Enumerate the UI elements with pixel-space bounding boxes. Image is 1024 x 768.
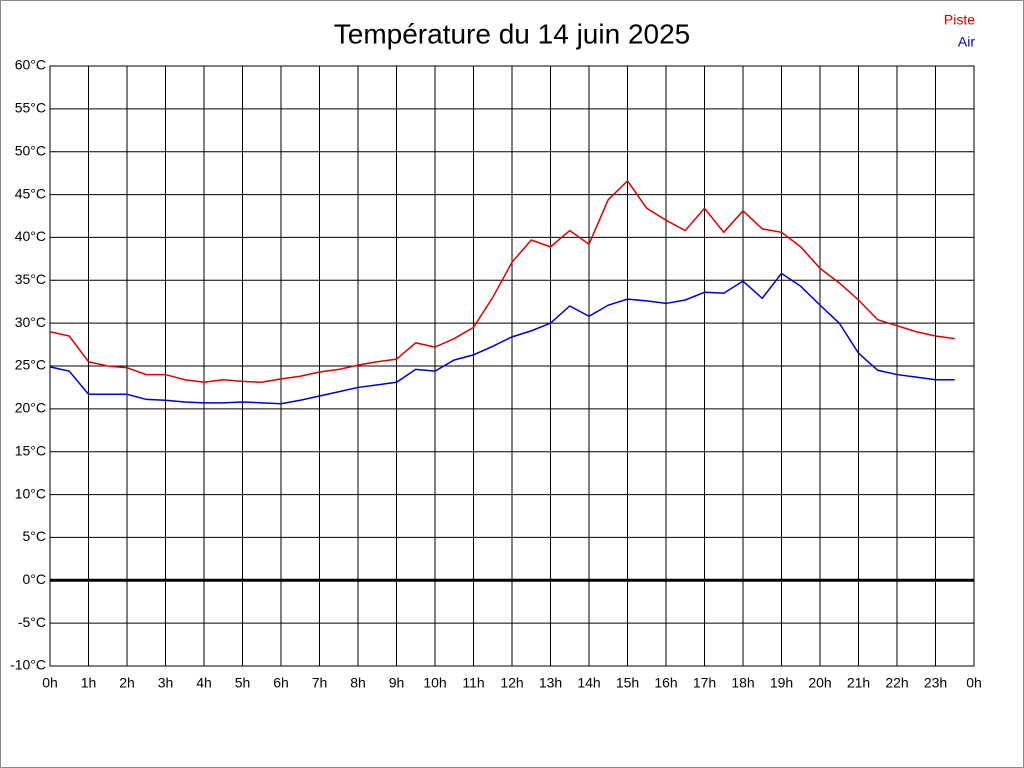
x-tick-label: 13h xyxy=(539,675,562,691)
x-tick-label: 12h xyxy=(500,675,523,691)
y-tick-label: 0°C xyxy=(23,571,47,587)
x-tick-label: 16h xyxy=(654,675,677,691)
y-tick-label: 25°C xyxy=(15,357,46,373)
x-tick-label: 5h xyxy=(235,675,251,691)
x-tick-label: 0h xyxy=(42,675,58,691)
y-tick-label: 10°C xyxy=(15,485,46,501)
x-tick-label: 15h xyxy=(616,675,639,691)
y-tick-label: 60°C xyxy=(15,57,46,73)
x-tick-label: 22h xyxy=(885,675,908,691)
x-tick-label: 0h xyxy=(966,675,982,691)
y-tick-label: 40°C xyxy=(15,228,46,244)
x-tick-label: 1h xyxy=(81,675,97,691)
x-tick-label: 8h xyxy=(350,675,366,691)
x-tick-label: 2h xyxy=(119,675,135,691)
x-tick-label: 18h xyxy=(731,675,754,691)
x-tick-label: 7h xyxy=(312,675,328,691)
y-tick-label: 55°C xyxy=(15,100,46,116)
y-tick-label: 45°C xyxy=(15,185,46,201)
x-tick-label: 10h xyxy=(423,675,446,691)
x-tick-label: 23h xyxy=(924,675,947,691)
y-tick-label: -5°C xyxy=(18,614,46,630)
x-tick-label: 4h xyxy=(196,675,212,691)
data-line xyxy=(49,179,955,384)
x-tick-label: 9h xyxy=(389,675,405,691)
chart-title: Température du 14 juin 2025 xyxy=(334,18,690,49)
y-tick-label: 5°C xyxy=(23,528,47,544)
x-tick-label: 19h xyxy=(770,675,793,691)
y-tick-label: -10°C xyxy=(10,657,46,673)
legend-entry: Air xyxy=(958,34,975,50)
x-tick-label: 20h xyxy=(808,675,831,691)
x-tick-label: 3h xyxy=(158,675,174,691)
x-tick-label: 14h xyxy=(577,675,600,691)
y-tick-label: 15°C xyxy=(15,442,46,458)
y-tick-label: 30°C xyxy=(15,314,46,330)
x-tick-label: 6h xyxy=(273,675,289,691)
x-tick-label: 17h xyxy=(693,675,716,691)
y-tick-label: 50°C xyxy=(15,142,46,158)
data-line xyxy=(49,272,955,405)
x-tick-label: 21h xyxy=(847,675,870,691)
legend-entry: Piste xyxy=(944,12,975,28)
x-tick-label: 11h xyxy=(462,675,484,691)
y-tick-label: 35°C xyxy=(15,271,46,287)
y-tick-label: 20°C xyxy=(15,400,46,416)
